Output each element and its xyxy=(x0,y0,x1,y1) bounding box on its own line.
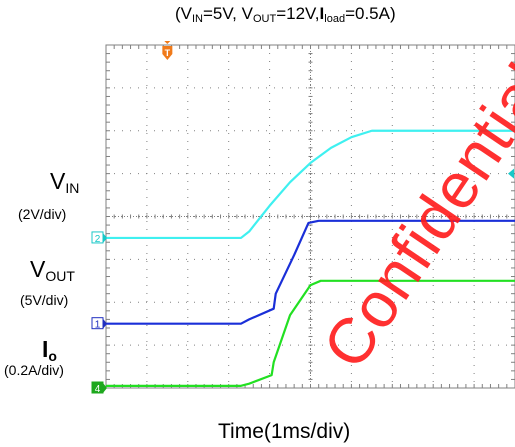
channel-2-marker-label: 2 xyxy=(95,234,101,245)
trigger-level-marker xyxy=(508,168,514,179)
trigger-position-marker-label: T xyxy=(165,48,171,58)
channel-4-marker-label: 4 xyxy=(95,384,101,395)
series-vout-trace xyxy=(106,219,515,325)
series-vin-trace xyxy=(106,129,515,240)
vin-scale-label: (2V/div) xyxy=(18,206,67,222)
vin-label: VIN xyxy=(50,168,80,196)
channel-1-marker-label: 1 xyxy=(95,320,101,331)
io-scale-label: (0.2A/div) xyxy=(4,362,64,378)
chart-title: (VIN=5V, VOUT=12V,Iload=0.5A) xyxy=(175,4,396,25)
series-io-trace xyxy=(106,279,515,387)
trigger-top-arrow xyxy=(164,41,171,44)
io-label: Io xyxy=(42,336,57,364)
vout-label: VOUT xyxy=(30,256,75,284)
x-axis-label: Time(1ms/div) xyxy=(218,420,351,443)
trigger-position-marker xyxy=(162,46,173,60)
channel-marker-arrow xyxy=(103,383,107,393)
channel-marker-arrow xyxy=(103,232,107,243)
vout-scale-label: (5V/div) xyxy=(20,292,69,308)
channel-marker-arrow xyxy=(103,318,107,329)
